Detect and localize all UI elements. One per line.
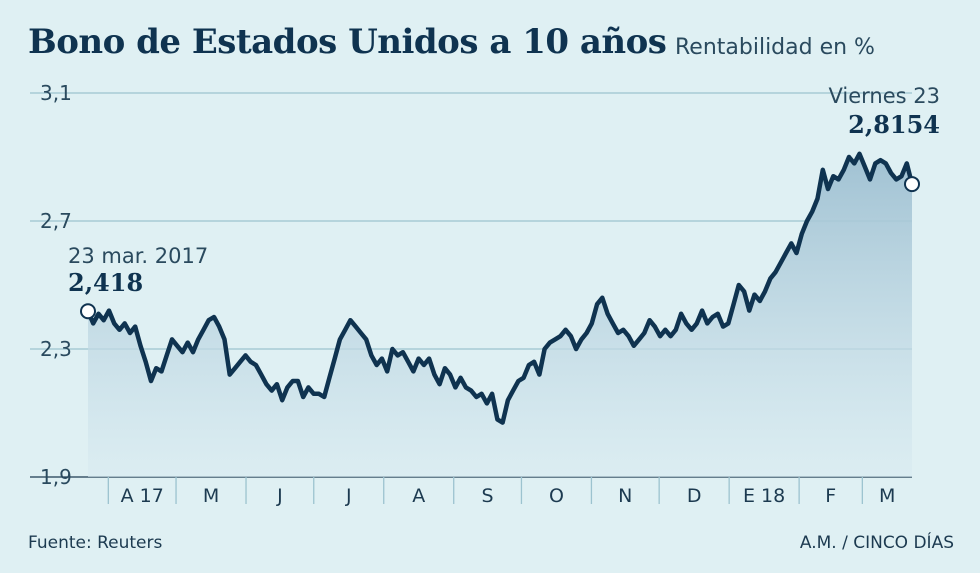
series-area-fill — [88, 153, 912, 478]
y-tick-label: 2,7 — [40, 209, 72, 233]
x-tick-label: O — [549, 485, 564, 507]
x-tick-label: A 17 — [121, 485, 164, 507]
start-date-label: 23 mar. 2017 — [68, 244, 208, 268]
start-value-label: 2,418 — [68, 268, 143, 297]
end-marker — [904, 176, 920, 193]
x-tick-label: M — [203, 485, 219, 507]
end-date-label: Viernes 23 — [829, 84, 941, 108]
y-tick-label: 3,1 — [40, 81, 72, 105]
x-tick-label: J — [345, 485, 352, 507]
x-tick-label: S — [482, 485, 494, 507]
x-tick-label: M — [879, 485, 895, 507]
x-axis: A 17 M J J A S O N D E 18 F M — [107, 477, 895, 507]
x-tick-label: D — [687, 485, 702, 507]
x-tick-label: F — [825, 485, 836, 507]
source-note: Fuente: Reuters — [28, 533, 163, 553]
series-line — [85, 151, 915, 425]
x-tick-label: A — [412, 485, 425, 507]
y-tick-label: 1,9 — [40, 465, 72, 489]
y-tick-label: 2,3 — [40, 337, 72, 361]
end-value-label: 2,8154 — [848, 110, 940, 139]
credit-note: A.M. / CINCO DÍAS — [799, 533, 954, 553]
x-tick-label: N — [618, 485, 632, 507]
start-marker — [80, 303, 96, 320]
chart-subtitle: Rentabilidad en % — [675, 35, 875, 60]
chart-title: Bono de Estados Unidos a 10 años — [28, 22, 667, 62]
y-tick-labels: 1,9 2,3 2,7 3,1 — [40, 81, 72, 489]
x-tick-label: E 18 — [743, 485, 785, 507]
x-tick-label: J — [276, 485, 283, 507]
